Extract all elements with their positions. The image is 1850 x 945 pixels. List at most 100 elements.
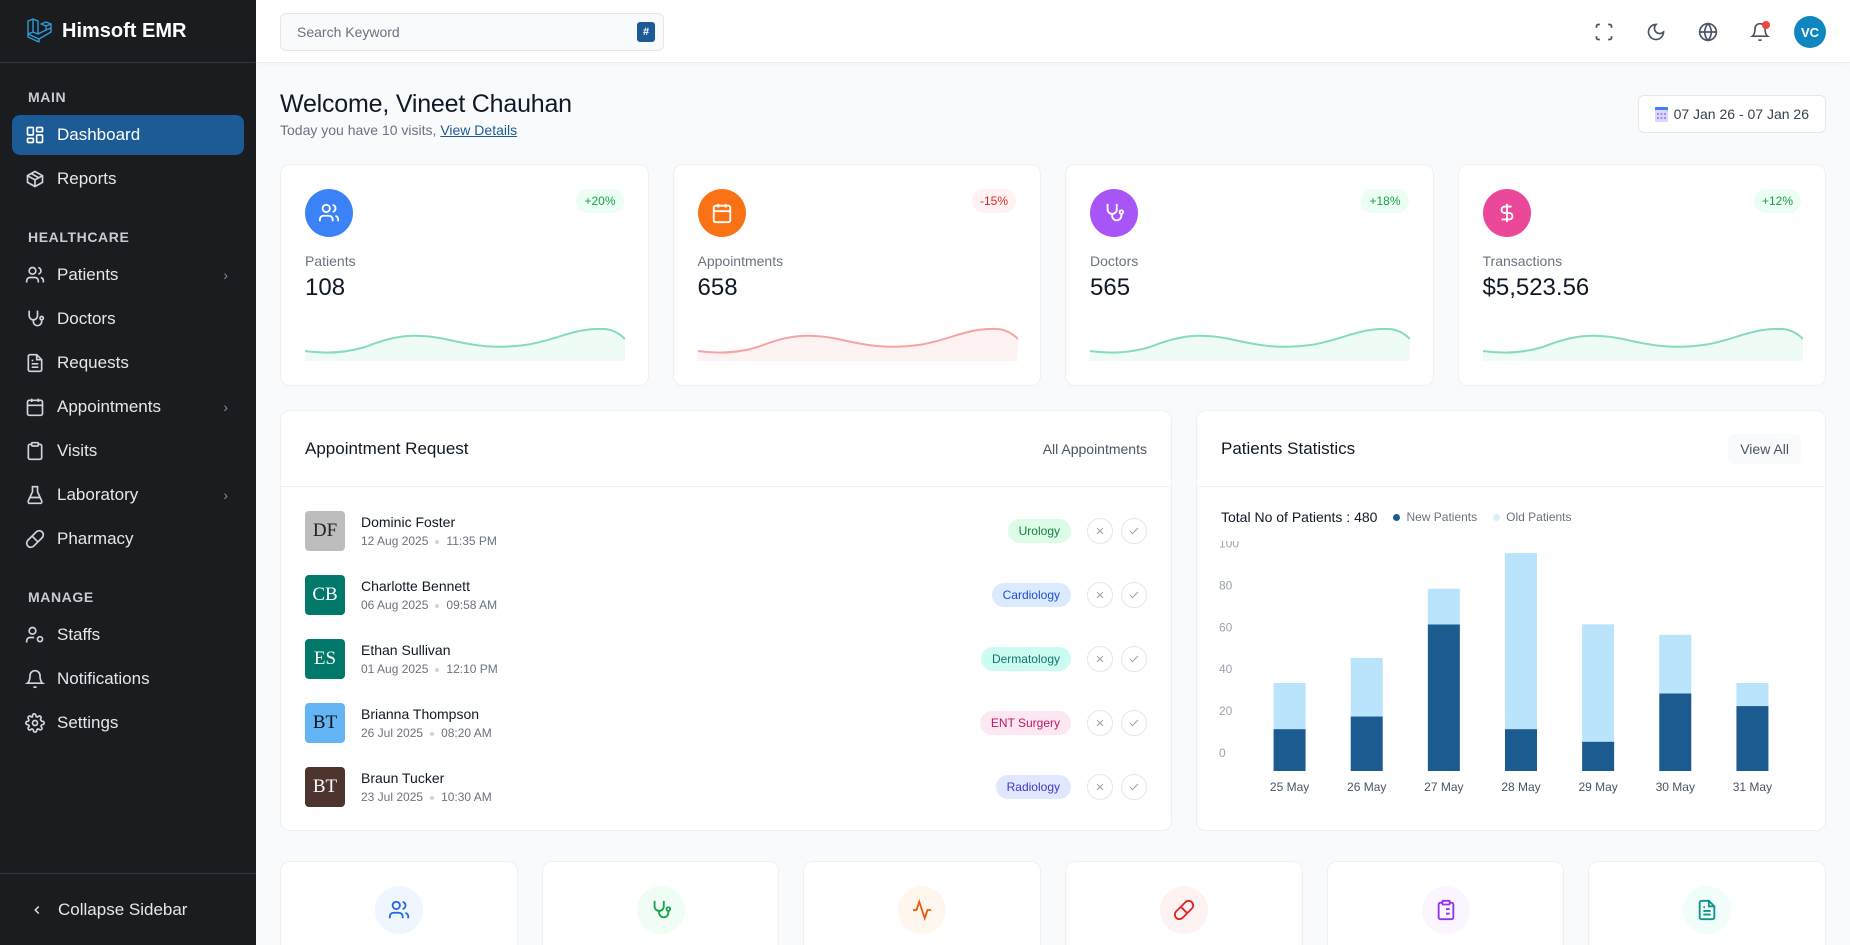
stat-value: 565 [1090,274,1131,301]
appointment-row: BT Braun Tucker 23 Jul 2025 10:30 AM Radi… [305,755,1147,819]
patient-name[interactable]: Brianna Thompson [361,706,480,722]
department-badge: Urology [1007,519,1071,543]
x-tick-label: 26 May [1347,780,1386,794]
section-title-main: MAIN [28,89,67,105]
sparkline-line [1090,327,1410,354]
y-tick-label: 20 [1219,704,1233,718]
search-box: # [280,13,664,51]
reject-button[interactable] [1087,710,1113,736]
legend-old-patients[interactable]: Old Patients [1493,510,1572,524]
department-badge: Cardiology [991,583,1071,607]
sidebar-item-label: Pharmacy [57,529,134,548]
avatar: CB [305,575,345,615]
language-button[interactable] [1682,13,1734,51]
sidebar-item-settings[interactable]: Settings [12,703,244,743]
quick-link-icon-bg [374,886,423,934]
reject-button[interactable] [1087,582,1113,608]
quick-link-card[interactable] [280,861,518,945]
patient-name[interactable]: Dominic Foster [361,514,456,530]
dark-mode-button[interactable] [1630,13,1682,51]
fullscreen-button[interactable] [1578,13,1630,51]
sidebar-item-label: Dashboard [57,125,141,144]
bar-new-patients [1350,716,1383,771]
close-icon [1096,719,1104,727]
pill-icon [25,529,45,549]
sidebar-item-pharmacy[interactable]: Pharmacy [12,519,244,559]
appointment-date: 06 Aug 2025 [361,598,429,612]
sidebar-item-staffs[interactable]: Staffs [12,615,244,655]
change-badge: -15% [971,189,1016,213]
section-title-healthcare: HEALTHCARE [28,229,130,245]
appointment-row: BT Brianna Thompson 26 Jul 2025 08:20 AM … [305,691,1147,755]
patient-name[interactable]: Braun Tucker [361,770,445,786]
y-tick-label: 0 [1219,746,1226,760]
brand[interactable]: Himsoft EMR [0,0,256,63]
sidebar-item-notifications[interactable]: Notifications [12,659,244,699]
view-details-link[interactable]: View Details [440,122,518,138]
quick-link-card[interactable] [1326,861,1565,945]
calendar-icon [25,397,45,417]
total-patients: Total No of Patients : 480 [1221,509,1378,525]
check-icon [1129,591,1139,599]
user-avatar[interactable]: VC [1794,16,1826,48]
panel-header: Patients Statistics View All [1197,411,1825,487]
y-tick-label: 100 [1219,541,1239,550]
chevron-right-icon: › [223,399,228,415]
dollar-icon [1496,202,1518,224]
notifications-button[interactable] [1734,13,1786,51]
quick-link-card[interactable] [541,861,780,945]
date-range-picker[interactable]: 07 Jan 26 - 07 Jan 26 [1637,95,1826,133]
file-text-icon [25,353,45,373]
appointment-datetime: 23 Jul 2025 10:30 AM [361,790,492,804]
accept-button[interactable] [1121,582,1147,608]
sidebar-item-dashboard[interactable]: Dashboard [12,115,244,155]
sidebar-item-visits[interactable]: Visits [12,431,244,471]
quick-link-card[interactable] [1065,861,1303,945]
sidebar-item-doctors[interactable]: Doctors [12,299,244,339]
sidebar-item-reports[interactable]: Reports [12,159,244,199]
sidebar-item-patients[interactable]: Patients › [12,255,244,295]
clipboard-list-icon [1437,899,1454,921]
accept-button[interactable] [1121,774,1147,800]
check-icon [1129,783,1139,791]
visits-text: Today you have 10 visits, [280,122,437,138]
search-input[interactable] [297,24,617,40]
quick-links-row [280,861,1827,945]
reject-button[interactable] [1087,774,1113,800]
chevron-left-icon [30,903,44,917]
appointment-time: 10:30 AM [441,790,492,804]
reject-button[interactable] [1087,646,1113,672]
quick-link-card[interactable] [1588,861,1827,945]
avatar: BT [305,767,345,807]
appointment-datetime: 12 Aug 2025 11:35 PM [361,534,497,548]
sidebar-item-label: Patients [57,265,119,284]
patient-name[interactable]: Charlotte Bennett [361,578,470,594]
sidebar-item-appointments[interactable]: Appointments › [12,387,244,427]
view-all-button[interactable]: View All [1728,433,1801,464]
accept-button[interactable] [1121,710,1147,736]
pill-icon [1173,899,1194,921]
separator-dot [435,603,440,608]
activity-icon [913,899,932,921]
patient-name[interactable]: Ethan Sullivan [361,642,451,658]
collapse-sidebar-button[interactable]: Collapse Sidebar [0,873,256,945]
y-tick-label: 80 [1219,578,1233,592]
bar-old-patients [1659,634,1692,694]
logo-icon [26,17,54,45]
separator-dot [435,667,440,672]
stat-label: Doctors [1090,253,1139,269]
accept-button[interactable] [1121,518,1147,544]
sidebar-item-label: Requests [57,353,129,372]
reject-button[interactable] [1087,518,1113,544]
sparkline-line [1482,327,1803,354]
sidebar-item-requests[interactable]: Requests [12,343,244,383]
legend-new-patients[interactable]: New Patients [1393,510,1477,524]
page-title: Welcome, Vineet Chauhan [280,90,572,118]
appointment-info: Brianna Thompson 26 Jul 2025 08:20 AM [361,706,492,740]
stat-label: Patients [305,253,356,269]
close-icon [1096,527,1104,535]
quick-link-card[interactable] [803,861,1042,945]
all-appointments-link[interactable]: All Appointments [1042,440,1147,457]
accept-button[interactable] [1121,646,1147,672]
sidebar-item-laboratory[interactable]: Laboratory › [12,475,244,515]
